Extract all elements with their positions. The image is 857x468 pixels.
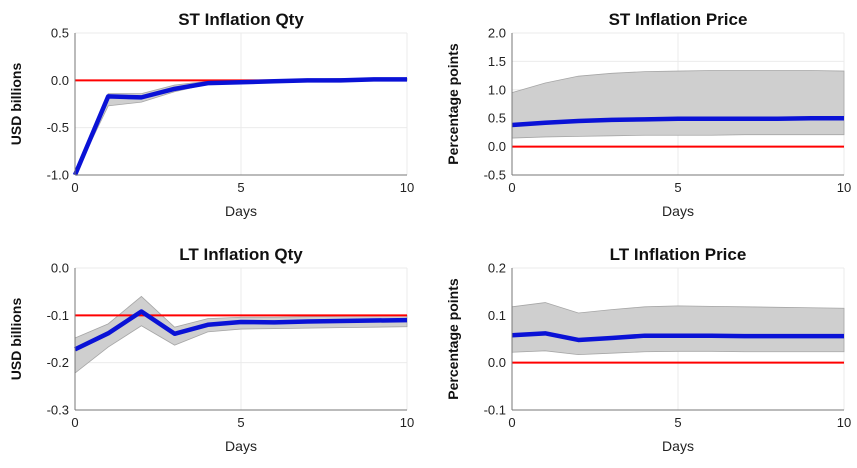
y-axis-label: USD billions	[8, 63, 24, 146]
y-tick-label: 2.0	[488, 26, 506, 41]
y-tick-label: -0.5	[484, 168, 506, 183]
y-tick-label: -0.1	[484, 403, 506, 418]
y-tick-label: 0.0	[488, 139, 506, 154]
y-tick-label: 0.0	[488, 355, 506, 370]
y-tick-label: 0.1	[488, 308, 506, 323]
y-tick-label: 0.5	[488, 111, 506, 126]
x-tick-label: 0	[71, 415, 78, 430]
y-tick-label: 0.0	[51, 261, 69, 276]
confidence-band	[511, 302, 845, 356]
x-axis-label: Days	[662, 203, 694, 219]
panel-title: LT Inflation Price	[610, 245, 747, 264]
x-tick-label: 10	[400, 180, 414, 195]
x-tick-label: 5	[237, 415, 244, 430]
response-line	[72, 77, 407, 176]
confidence-band	[511, 70, 845, 139]
x-axis-label: Days	[225, 438, 257, 454]
x-tick-label: 10	[837, 180, 851, 195]
panel-3: 0 5 10 -0.3 -0.2 -0.1 0.0 LT Inflation Qty Days U…	[8, 245, 414, 454]
x-tick-label: 5	[237, 180, 244, 195]
y-axis-label: Percentage points	[445, 43, 461, 165]
x-axis-label: Days	[225, 203, 257, 219]
x-axis-label: Days	[662, 438, 694, 454]
response-line	[511, 331, 844, 343]
y-tick-label: -1.0	[47, 168, 69, 183]
panel-title: ST Inflation Qty	[178, 10, 304, 29]
y-tick-label: -0.1	[47, 308, 69, 323]
x-tick-label: 5	[674, 180, 681, 195]
y-tick-label: 0.5	[51, 26, 69, 41]
x-tick-label: 0	[508, 180, 515, 195]
x-tick-label: 10	[400, 415, 414, 430]
response-line	[511, 115, 844, 128]
panel-1: 0 5 10 -1.0 -0.5 0.0 0.5 ST Inflation Qty Days US…	[8, 10, 414, 219]
y-axis-label: Percentage points	[445, 278, 461, 400]
panel-title: ST Inflation Price	[609, 10, 748, 29]
response-line	[74, 309, 408, 352]
y-tick-label: 1.5	[488, 54, 506, 69]
y-tick-label: -0.3	[47, 403, 69, 418]
y-tick-label: 0.0	[51, 73, 69, 88]
y-tick-label: 0.2	[488, 261, 506, 276]
y-tick-label: -0.2	[47, 355, 69, 370]
x-tick-label: 10	[837, 415, 851, 430]
panel-4: 0 5 10 -0.1 0.0 0.1 0.2 LT Inflation Price Days P…	[445, 245, 851, 454]
panel-2: 0 5 10 -0.5 0.0 0.5 1.0 1.5 2.0 ST Inflation Pric…	[445, 10, 851, 219]
y-axis-label: USD billions	[8, 298, 24, 381]
x-tick-label: 0	[508, 415, 515, 430]
y-tick-label: -0.5	[47, 120, 69, 135]
panel-title: LT Inflation Qty	[179, 245, 303, 264]
x-tick-label: 5	[674, 415, 681, 430]
x-tick-label: 0	[71, 180, 78, 195]
y-tick-label: 1.0	[488, 82, 506, 97]
